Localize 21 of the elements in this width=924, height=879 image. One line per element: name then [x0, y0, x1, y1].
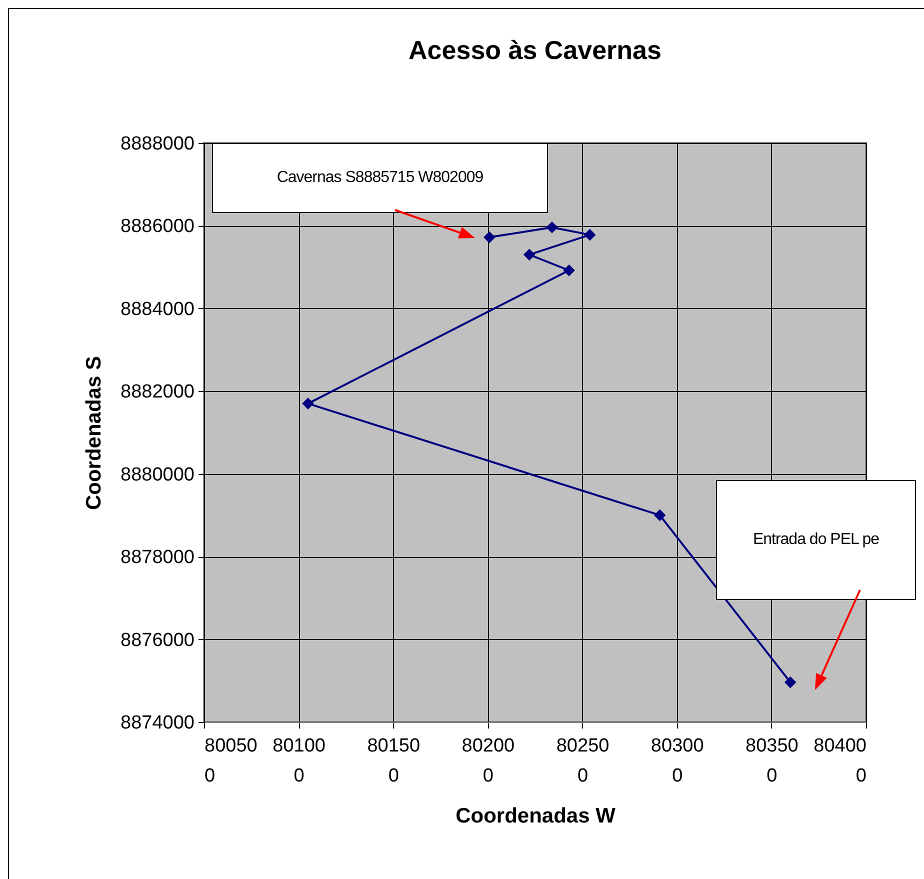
x-tick-label: 80150 0	[367, 736, 420, 786]
callout-box: Cavernas S8885715 W802009	[212, 143, 548, 213]
y-tick-label: 8878000	[120, 547, 194, 568]
y-tick-label: 8886000	[120, 216, 194, 238]
x-tick-label: 80100 0	[272, 736, 326, 786]
y-tick-label: 8880000	[120, 464, 194, 486]
callout-box: Entrada do PEL pe	[716, 480, 916, 600]
y-tick-label: 8874000	[120, 712, 194, 734]
x-tick-label: 80250 0	[556, 736, 610, 786]
x-tick-label: 80400 0	[814, 736, 866, 786]
y-tick-label: 8876000	[120, 630, 194, 651]
y-tick-label: 8888000	[120, 134, 194, 154]
x-tick-label: 80300 0	[650, 736, 704, 786]
y-axis-title: Coordenadas S	[82, 356, 106, 510]
x-tick-label: 80350 0	[746, 736, 798, 786]
y-tick-label: 8882000	[120, 382, 194, 403]
x-axis-title: Coordenadas W	[456, 804, 616, 828]
chart-title: Acesso às Cavernas	[408, 35, 662, 65]
x-tick-label: 80050 0	[204, 736, 258, 786]
x-tick-label: 80200 0	[462, 736, 515, 786]
y-tick-label: 8884000	[120, 298, 194, 320]
